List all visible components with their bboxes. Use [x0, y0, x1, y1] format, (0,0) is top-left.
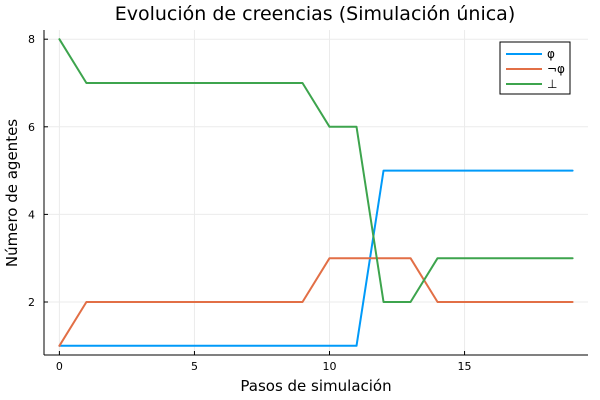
legend-label: ⊥ — [547, 77, 557, 91]
legend-label: ¬φ — [547, 62, 565, 76]
legend-label: φ — [547, 47, 555, 61]
y-tick-label: 8 — [28, 33, 35, 46]
y-axis-label: Número de agentes — [3, 119, 21, 267]
x-tick-label: 15 — [458, 360, 472, 373]
axes — [43, 30, 588, 356]
series-lines — [58, 38, 574, 347]
x-tick-label: 5 — [191, 360, 198, 373]
x-tick-label: 0 — [56, 360, 63, 373]
series-line-2 — [58, 38, 574, 304]
x-tick-label: 10 — [323, 360, 337, 373]
y-tick-label: 4 — [28, 208, 35, 221]
x-tick-labels: 0 5 10 15 — [56, 360, 472, 373]
y-tick-labels: 2 4 6 8 — [28, 33, 35, 309]
x-axis-label: Pasos de simulación — [240, 377, 391, 395]
legend: φ¬φ⊥ — [499, 41, 571, 95]
y-tick-label: 2 — [28, 296, 35, 309]
series-line-0 — [58, 169, 574, 347]
chart-title: Evolución de creencias (Simulación única… — [115, 3, 516, 25]
series-line-1 — [58, 257, 574, 347]
y-tick-label: 6 — [28, 121, 35, 134]
